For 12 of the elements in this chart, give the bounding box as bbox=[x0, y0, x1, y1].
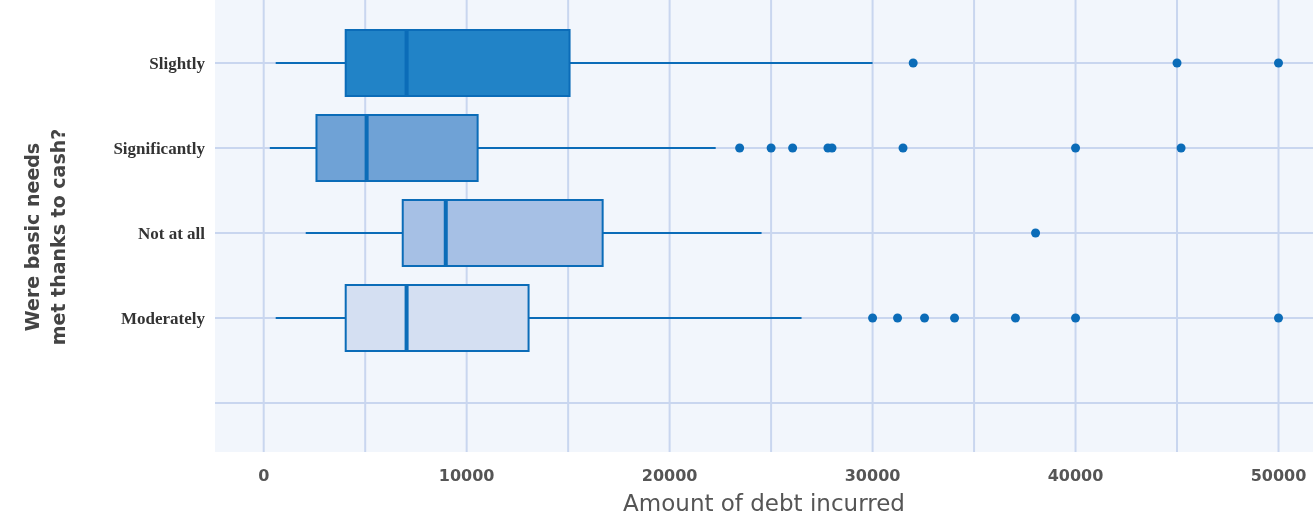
y-tick-label: Moderately bbox=[120, 308, 206, 328]
x-tick-label: 0 bbox=[258, 466, 270, 485]
x-tick-label: 30000 bbox=[844, 466, 901, 485]
x-tick-label: 20000 bbox=[641, 466, 698, 485]
y-tick-label: Not at all bbox=[137, 223, 206, 243]
x-tick-label: 40000 bbox=[1047, 466, 1104, 485]
y-tick-label: Significantly bbox=[113, 138, 206, 158]
x-tick-label: 50000 bbox=[1250, 466, 1307, 485]
y-axis-title: Were basic needs met thanks to cash? bbox=[20, 128, 69, 346]
y-tick-label: Slightly bbox=[149, 53, 206, 73]
x-axis-title: Amount of debt incurred bbox=[623, 490, 905, 516]
x-tick-label: 10000 bbox=[438, 466, 495, 485]
